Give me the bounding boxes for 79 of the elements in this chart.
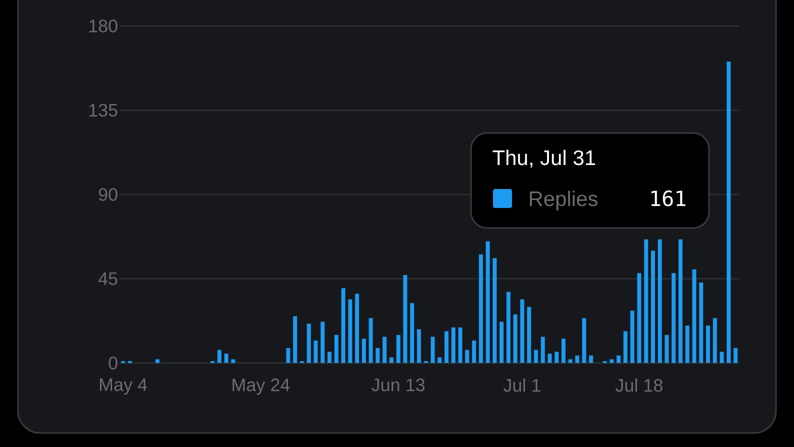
bar: [231, 359, 236, 363]
x-tick-label: Jul 1: [503, 378, 540, 392]
bar: [589, 356, 594, 363]
bar: [410, 303, 414, 363]
bar: [314, 340, 318, 363]
bar: [362, 338, 366, 363]
bar: [155, 359, 160, 363]
bar: [582, 318, 586, 363]
bar: [630, 310, 634, 363]
x-tick-label: Jul 18: [615, 378, 662, 392]
bar: [506, 292, 510, 363]
bar: [438, 357, 442, 363]
y-tick-label: 135: [89, 104, 118, 117]
bar: [465, 350, 470, 363]
bar: [416, 329, 421, 363]
bar: [726, 62, 731, 363]
bar: [699, 282, 704, 363]
bar: [520, 299, 524, 363]
bar: [568, 359, 572, 363]
y-tick-label: 45: [98, 272, 118, 286]
bar: [637, 273, 642, 363]
x-tick-label: May 4: [100, 378, 148, 395]
bar: [376, 348, 380, 363]
bar: [610, 359, 614, 363]
bar: [478, 254, 483, 363]
bar: [534, 350, 538, 363]
bar: [458, 327, 462, 363]
bar: [644, 239, 648, 363]
bar: [616, 356, 621, 363]
bar: [548, 354, 552, 363]
bar: [712, 318, 717, 363]
legend-label: Replies: [530, 190, 598, 210]
bar: [341, 288, 346, 363]
bar: [396, 334, 400, 363]
bar: [217, 350, 222, 363]
bar: [513, 314, 518, 363]
x-tick-label: May 24: [232, 378, 290, 395]
bar: [328, 352, 332, 363]
bar: [403, 275, 408, 363]
bar: [672, 273, 676, 363]
bar: [706, 326, 710, 363]
bar: [492, 258, 497, 363]
bar: [306, 324, 311, 363]
bar: [554, 352, 559, 363]
bar: [355, 294, 360, 363]
bar: [650, 250, 655, 363]
y-tick-label: 90: [98, 188, 118, 201]
bar: [224, 354, 228, 363]
bar: [734, 348, 738, 363]
bar: [382, 336, 387, 363]
bar: [368, 318, 373, 363]
bar: [293, 316, 298, 363]
bar: [348, 299, 352, 363]
bar: [685, 326, 690, 363]
annotation: 161: [651, 190, 686, 206]
y-tick-label: 180: [89, 20, 118, 32]
x-tick-label: Jun 13: [372, 378, 425, 392]
bar: [623, 331, 628, 363]
bar: [389, 357, 394, 363]
bar: [562, 338, 566, 363]
bar: [658, 239, 662, 363]
bar: [334, 334, 338, 363]
bar: [692, 269, 696, 363]
bar: [664, 334, 669, 363]
bar: [320, 322, 325, 363]
bar: [678, 239, 683, 363]
bar: [286, 348, 290, 363]
bar: [527, 306, 532, 363]
bar: [444, 331, 449, 363]
bar: [575, 356, 580, 363]
bar: [540, 336, 545, 363]
y-tick-label: 0: [108, 356, 118, 370]
bar: [500, 322, 504, 363]
bar: [486, 241, 490, 363]
annotation: Thu, Jul 31: [492, 150, 596, 168]
bar: [430, 336, 435, 363]
bar: [472, 340, 476, 363]
bar: [451, 327, 456, 363]
bar: [720, 352, 724, 363]
